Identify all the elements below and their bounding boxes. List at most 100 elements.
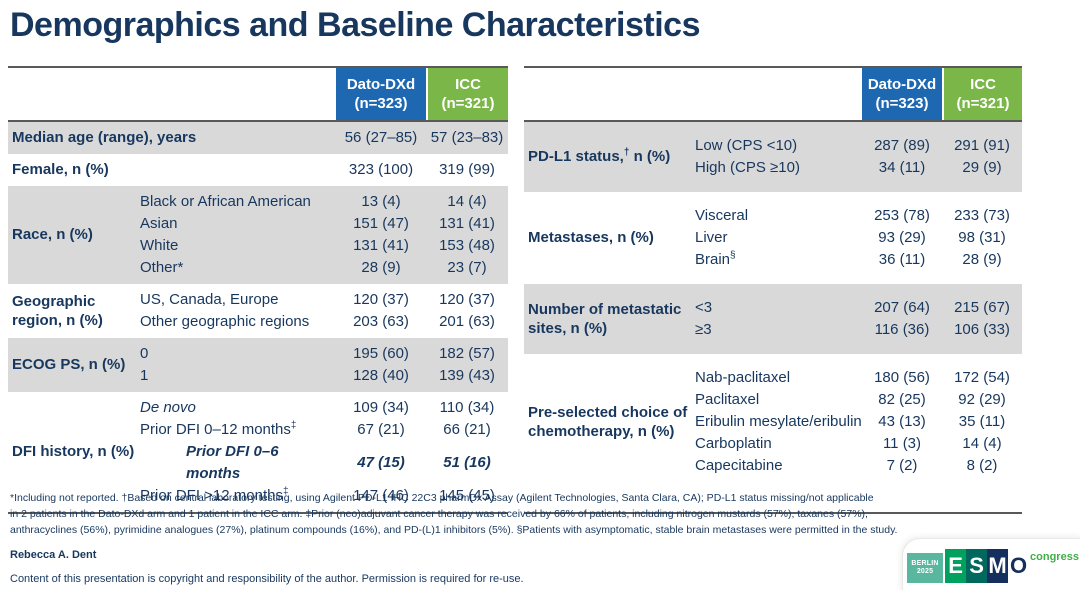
- value-cell-icc: 14 (4): [447, 193, 487, 210]
- value-cell-dato-dxd: 82 (25): [878, 391, 926, 408]
- row-sublabel: US, Canada, Europe: [140, 291, 279, 308]
- value-cell-dato-dxd: 56 (27–85): [344, 129, 418, 146]
- column-header-dato-dxd: Dato-DXd (n=323): [336, 68, 426, 120]
- row-sublabel: Paclitaxel: [695, 391, 760, 408]
- row-sublabel: Asian: [140, 215, 178, 232]
- row-label: Median age (range), years: [12, 129, 197, 147]
- value-cell-icc: 145 (45): [439, 487, 495, 504]
- row-sublabel: ≥3: [695, 321, 712, 338]
- row-sublabel: 0: [140, 345, 149, 362]
- value-cell-icc: 201 (63): [439, 313, 495, 330]
- value-cell-dato-dxd: 43 (13): [878, 413, 926, 430]
- value-cell-icc: 92 (29): [958, 391, 1006, 408]
- column-header-line: ICC: [970, 75, 996, 93]
- value-cell-dato-dxd: 67 (21): [357, 421, 405, 438]
- row-sublabel: Other geographic regions: [140, 313, 310, 330]
- value-cell-dato-dxd: 128 (40): [353, 367, 409, 384]
- value-cell-dato-dxd: 109 (34): [353, 399, 409, 416]
- badge-year: 2025: [916, 568, 934, 575]
- value-cell-dato-dxd: 47 (15): [357, 454, 405, 471]
- value-cell-icc: 14 (4): [962, 435, 1002, 452]
- congress-label: congress: [1030, 551, 1079, 563]
- value-cell-icc: 172 (54): [954, 369, 1010, 386]
- row-sublabel: Prior DFI 0–12 months‡: [140, 420, 297, 439]
- esmo-letter-m: M: [987, 549, 1009, 583]
- row-sublabel: Carboplatin: [695, 435, 772, 452]
- row-sublabel: De novo: [140, 399, 196, 416]
- value-cell-icc: 29 (9): [962, 159, 1002, 176]
- row-sublabel: <3: [695, 299, 713, 316]
- table-row-group: Median age (range), years 56 (27–85) 57 (2…: [8, 122, 508, 154]
- row-sublabel: Visceral: [695, 207, 749, 224]
- column-header-line: (n=321): [956, 95, 1010, 112]
- esmo-letter-e: E: [945, 549, 967, 583]
- badge-city: BERLIN: [911, 559, 939, 567]
- row-sublabel: High (CPS ≥10): [695, 159, 800, 176]
- value-cell-icc: 98 (31): [958, 229, 1006, 246]
- row-sublabel: Low (CPS <10): [695, 137, 798, 154]
- value-cell-dato-dxd: 151 (47): [353, 215, 409, 232]
- column-header-line: ICC: [455, 75, 481, 93]
- row-sublabel: Liver: [695, 229, 728, 246]
- table-header: Dato-DXd (n=323) ICC (n=321): [8, 66, 508, 122]
- column-header-line: (n=323): [875, 95, 929, 112]
- value-cell-icc: 110 (34): [439, 399, 495, 416]
- value-cell-icc: 153 (48): [439, 237, 495, 254]
- value-cell-icc: 233 (73): [954, 207, 1010, 224]
- column-header-line: (n=321): [441, 95, 495, 112]
- value-cell-dato-dxd: 253 (78): [874, 207, 930, 224]
- esmo-wordmark: E S M O: [945, 549, 1030, 583]
- value-cell-dato-dxd: 203 (63): [353, 313, 409, 330]
- row-sublabel: Other*: [140, 259, 184, 276]
- table-row-group: DFI history, n (%) De novo 109 (34) 110 (34…: [8, 392, 508, 512]
- value-cell-dato-dxd: 28 (9): [361, 259, 401, 276]
- value-cell-dato-dxd: 180 (56): [874, 369, 930, 386]
- footnote-line: anthracyclines (56%), pyrimidine analogu…: [10, 523, 898, 536]
- row-sublabel: Nab-paclitaxel: [695, 369, 791, 386]
- header-spacer: [524, 68, 862, 120]
- footnote-line: in 2 patients in the Dato-DXd arm and 1 …: [10, 507, 868, 520]
- row-sublabel: White: [140, 237, 179, 254]
- table-row-group: PD-L1 status,† n (%) Low (CPS <10) 287 (89…: [524, 122, 1022, 192]
- column-header-line: Dato-DXd: [346, 75, 416, 93]
- value-cell-dato-dxd: 147 (46): [353, 487, 409, 504]
- table-row-group: Race, n (%) Black or African American 13 (…: [8, 186, 508, 284]
- table-row-group: Female, n (%) 323 (100) 319 (99): [8, 154, 508, 186]
- value-cell-icc: 66 (21): [443, 421, 491, 438]
- column-header-icc: ICC (n=321): [426, 68, 508, 120]
- value-cell-icc: 120 (37): [439, 291, 495, 308]
- column-header-icc: ICC (n=321): [942, 68, 1022, 120]
- tables-area: Dato-DXd (n=323) ICC (n=321) Median age (ran…: [8, 66, 1022, 514]
- page-title: Demographics and Baseline Characteristic…: [10, 6, 701, 44]
- footnotes: *Including not reported. †Based on centr…: [10, 491, 1050, 538]
- value-cell-dato-dxd: 287 (89): [874, 137, 930, 154]
- row-label: ECOG PS, n (%): [12, 356, 126, 374]
- esmo-logo-inner: BERLIN 2025 E S M O congress: [907, 549, 1079, 583]
- column-header-dato-dxd: Dato-DXd (n=323): [862, 68, 942, 120]
- table-row-group: Number of metastatic sites, n (%) <3 207 (…: [524, 284, 1022, 354]
- value-cell-dato-dxd: 323 (100): [348, 161, 414, 178]
- value-cell-dato-dxd: 120 (37): [353, 291, 409, 308]
- value-cell-dato-dxd: 13 (4): [361, 193, 401, 210]
- row-label: Geographic region, n (%): [12, 292, 103, 330]
- table-row-group: Metastases, n (%) Visceral 253 (78) 233 (73…: [524, 192, 1022, 284]
- value-cell-dato-dxd: 36 (11): [878, 251, 926, 268]
- value-cell-icc: 139 (43): [439, 367, 495, 384]
- value-cell-icc: 106 (33): [954, 321, 1010, 338]
- table-row-group: ECOG PS, n (%) 0 195 (60) 182 (57) 1 128 (40)…: [8, 338, 508, 392]
- row-label: PD-L1 status,† n (%): [528, 147, 671, 166]
- value-cell-icc: 319 (99): [439, 161, 495, 178]
- row-sublabel: Prior DFI >12 months‡: [140, 486, 289, 505]
- value-cell-icc: 215 (67): [954, 299, 1010, 316]
- column-header-line: (n=323): [354, 95, 408, 112]
- row-sublabel: Eribulin mesylate/eribulin: [695, 413, 862, 430]
- value-cell-icc: 8 (2): [966, 457, 998, 474]
- row-label: Female, n (%): [12, 161, 109, 179]
- baseline-table-left: Dato-DXd (n=323) ICC (n=321) Median age (ran…: [8, 66, 508, 514]
- row-label: Metastases, n (%): [528, 229, 654, 247]
- column-header-line: Dato-DXd: [867, 75, 937, 93]
- value-cell-dato-dxd: 131 (41): [353, 237, 409, 254]
- table-row-group: Pre-selected choice of chemotherapy, n (…: [524, 354, 1022, 490]
- row-sublabel: Black or African American: [140, 193, 311, 210]
